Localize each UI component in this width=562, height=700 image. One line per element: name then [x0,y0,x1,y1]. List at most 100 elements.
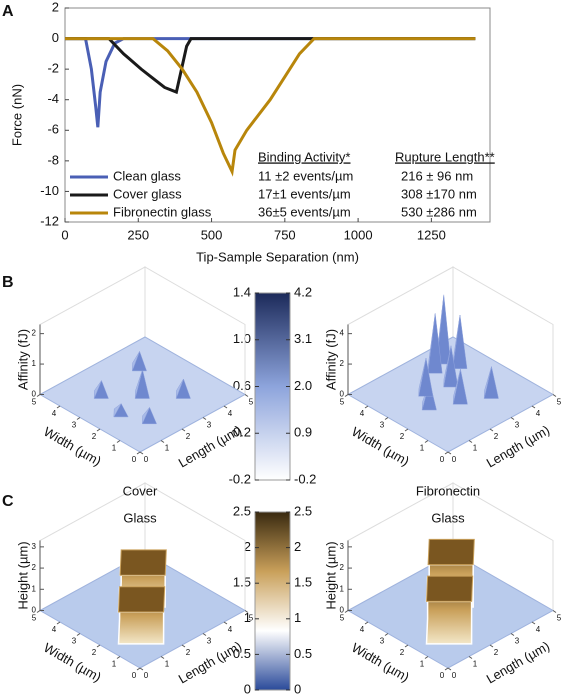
y-tick-label: -4 [47,91,59,106]
x-tick-label: 3 [380,421,385,430]
colorbar-tick-label: -0.2 [294,471,316,486]
y-tick [181,428,186,432]
y-tick [552,610,557,613]
plot-frame [64,7,491,223]
y-tick [181,644,186,648]
x-tick-label: 4 [360,409,365,418]
colorbar-tick-label: 3.1 [294,331,312,346]
y-tick [489,428,494,432]
y-tick [510,633,515,636]
table-cell: 216 ± 96 nm [401,168,473,183]
y-tick [244,610,249,613]
y-tick-label: 3 [207,637,212,646]
y-tick [223,621,228,625]
y-axis-label: Force (nN) [9,84,24,146]
legend-label: Cover glass [113,186,182,201]
x-tick-label: 0 [61,227,68,242]
x-tick-label: 500 [201,227,223,242]
y-tick-label: -12 [40,213,59,228]
surface-peak [132,351,140,372]
surface-floor [346,336,555,453]
surface-peak [93,380,102,399]
x-tick [136,667,141,671]
colorbar-tick-label: -0.2 [229,471,251,486]
x-tick-label: 1000 [344,227,373,242]
x-tick [96,644,101,648]
x-tick [444,451,449,455]
surface-peak [113,403,122,418]
colorbar-tick-label: 2.5 [233,503,251,518]
y-tick-label: 0 [452,455,457,464]
x-tick-label: 2 [400,432,405,441]
force-curve [65,37,476,177]
x-tick-label: 0 [440,671,445,680]
colorbar-tick-label: 1.5 [294,575,312,590]
y-tick-label: -8 [47,152,59,167]
z-tick-label: 2 [340,563,345,572]
y-tick-label: 2 [186,432,191,441]
y-tick-label: 1 [165,444,170,453]
x-tick [116,656,121,659]
y-tick-label: 4 [536,625,541,634]
plot-title: Fibronectin [416,483,480,498]
x-tick-label: 5 [340,614,345,623]
y-tick-label: 4 [228,625,233,634]
z-tick-label: 1 [340,584,345,593]
colorbar [254,292,291,481]
colorbar-tick-label: 1.0 [233,331,251,346]
y-tick-label: -2 [47,61,59,76]
colorbar-tick-label: 1.4 [233,284,251,299]
y-tick-label: 1 [473,660,478,669]
x-tick-label: 1250 [417,227,446,242]
x-tick-label: 1 [420,444,425,453]
y-tick [531,405,536,409]
x-tick [444,667,449,671]
x-tick [36,610,41,613]
x-tick [116,440,121,443]
y-tick-label: 5 [557,398,562,407]
x-tick-label: 1 [112,660,117,669]
y-tick [489,644,494,648]
x-tick-label: 3 [72,421,77,430]
y-tick [139,667,144,671]
x-tick-label: 4 [52,625,57,634]
panel-label: B [2,274,14,291]
y-tick-label: 5 [249,614,254,623]
colorbar-tick-label: 4.2 [294,284,312,299]
y-tick-label: -10 [40,183,59,198]
force-curve [65,37,476,95]
z-tick-label: 2 [32,329,37,338]
y-tick-label: 0 [52,30,59,45]
surface-peak [483,366,492,399]
table-cell: 36±5 events/µm [258,204,351,219]
x-tick-label: 5 [32,614,37,623]
colorbar-tick-label: 1 [244,610,251,625]
x-tick-label: 0 [132,455,137,464]
y-tick [139,451,144,455]
colorbar-tick-label: 0 [244,681,251,696]
y-tick-label: 5 [557,614,562,623]
y-tick-label: 0 [452,671,457,680]
x-tick-label: 5 [340,398,345,407]
colorbar-tick-label: 2 [244,539,251,554]
x-tick [56,405,61,409]
y-tick-label: 2 [494,648,499,657]
z-tick-label: 3 [340,542,345,551]
x-tick-label: 3 [72,637,77,646]
x-tick-label: 0 [440,455,445,464]
z-tick-label: 3 [32,542,37,551]
x-tick [56,621,61,625]
cell-mound-top [117,586,166,613]
y-tick [160,440,165,443]
table-cell: 530 ±286 nm [401,204,477,219]
surface-peak [452,369,461,405]
table-cell: 11 ±2 events/µm [258,168,353,183]
y-tick-label: 2 [494,432,499,441]
z-tick-label: 1 [32,584,37,593]
table-cell: 308 ±170 nm [401,186,477,201]
x-tick-label: 750 [274,227,296,242]
x-tick-label: 4 [360,625,365,634]
x-tick [76,633,81,636]
y-tick [447,451,452,455]
z-tick-label: 0 [32,606,37,615]
